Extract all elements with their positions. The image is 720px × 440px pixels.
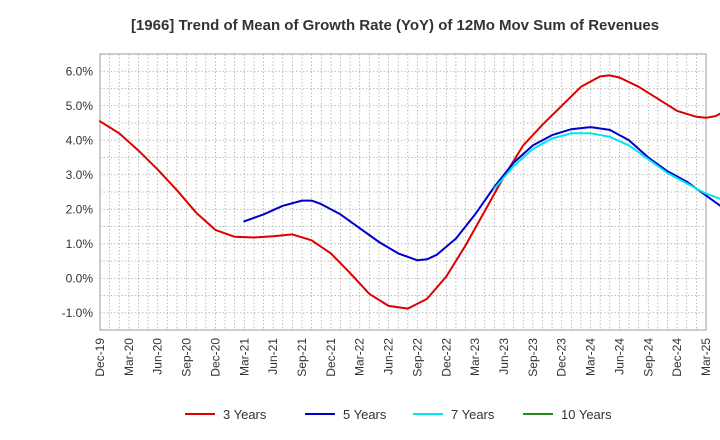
x-tick-label: Sep-21 xyxy=(295,338,309,377)
legend-label: 10 Years xyxy=(561,407,612,422)
x-tick-label: Mar-23 xyxy=(468,338,482,376)
x-tick-label: Jun-22 xyxy=(382,338,396,375)
x-tick-label: Sep-24 xyxy=(641,338,655,377)
x-tick-label: Sep-22 xyxy=(410,338,424,377)
x-tick-label: Jun-23 xyxy=(497,338,511,375)
legend-label: 7 Years xyxy=(451,407,495,422)
x-tick-label: Dec-21 xyxy=(324,338,338,377)
y-tick-label: 0.0% xyxy=(66,271,94,285)
legend-label: 3 Years xyxy=(223,407,267,422)
series-line-7-years xyxy=(493,132,720,200)
y-tick-label: 1.0% xyxy=(66,237,94,251)
x-tick-label: Mar-22 xyxy=(353,338,367,376)
chart-title: [1966] Trend of Mean of Growth Rate (YoY… xyxy=(131,17,659,34)
series-line-5-years xyxy=(243,126,720,262)
y-tick-label: 2.0% xyxy=(66,202,94,216)
grid-layer xyxy=(100,54,706,330)
x-tick-label: Dec-23 xyxy=(555,338,569,377)
x-tick-label: Mar-24 xyxy=(584,338,598,376)
x-tick-label: Sep-20 xyxy=(180,338,194,377)
x-tick-label: Mar-21 xyxy=(237,338,251,376)
x-tick-label: Dec-19 xyxy=(93,338,107,377)
x-tick-label: Sep-23 xyxy=(526,338,540,377)
legend-label: 5 Years xyxy=(343,407,387,422)
legend: 3 Years 5 Years 7 Years 10 Years xyxy=(185,407,612,422)
x-tick-label: Dec-24 xyxy=(670,338,684,377)
y-tick-label: 4.0% xyxy=(66,133,94,147)
x-tick-label: Jun-24 xyxy=(612,338,626,375)
y-tick-label: 5.0% xyxy=(66,99,94,113)
y-tick-label: 6.0% xyxy=(66,64,94,78)
series-layer xyxy=(99,74,720,310)
y-tick-label: 3.0% xyxy=(66,168,94,182)
x-axis-ticks: Dec-19 Mar-20 Jun-20 Sep-20 Dec-20 Mar-21 Jun-… xyxy=(93,338,713,377)
x-tick-label: Dec-20 xyxy=(208,338,222,377)
x-tick-label: Mar-25 xyxy=(699,338,713,376)
y-axis-ticks: 6.0% 5.0% 4.0% 3.0% 2.0% 1.0% 0.0% -1.0% xyxy=(62,64,94,320)
x-tick-label: Jun-20 xyxy=(151,338,165,375)
series-line-3-years xyxy=(99,74,720,310)
x-tick-label: Mar-20 xyxy=(122,338,136,376)
y-tick-label: -1.0% xyxy=(62,306,94,320)
x-tick-label: Dec-22 xyxy=(439,338,453,377)
x-tick-label: Jun-21 xyxy=(266,338,280,375)
